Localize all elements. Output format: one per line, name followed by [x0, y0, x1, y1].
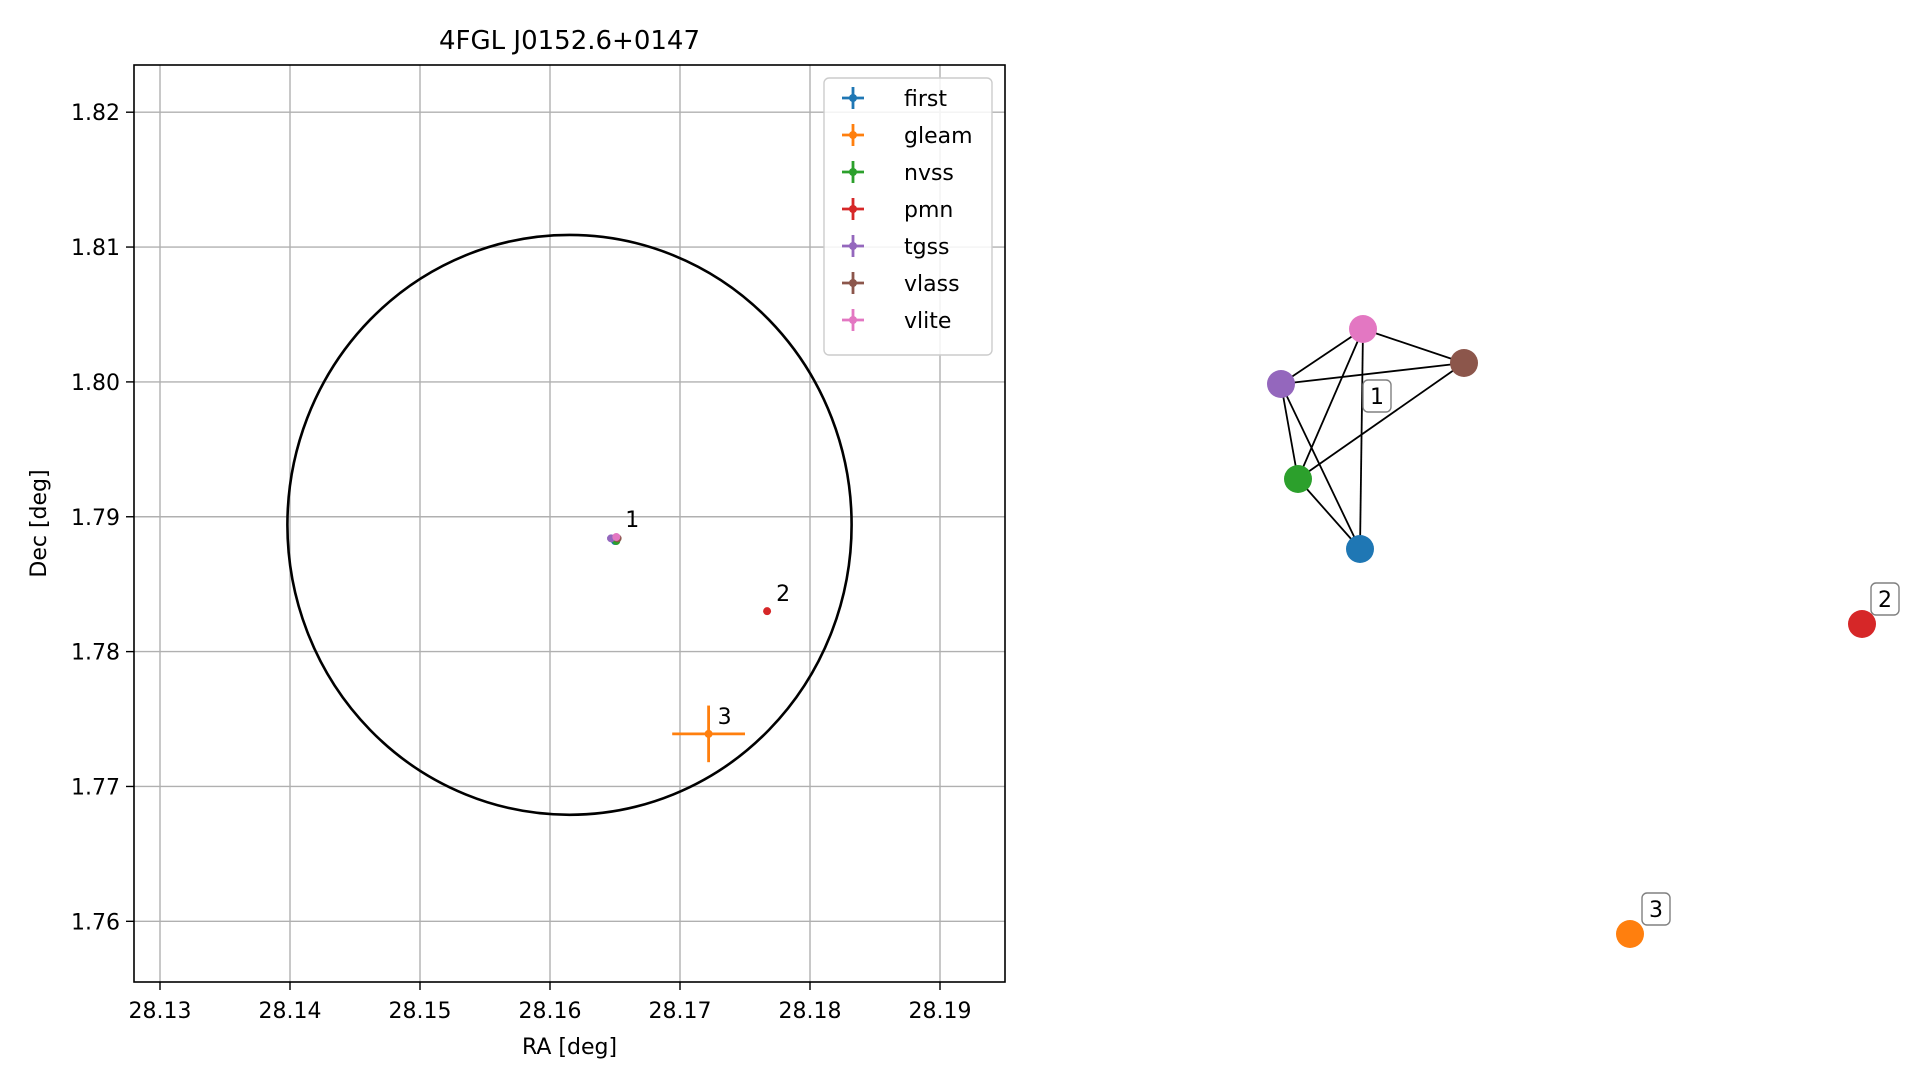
y-tick-label: 1.77	[71, 775, 120, 800]
legend-label: gleam	[904, 124, 973, 149]
y-tick-label: 1.76	[71, 910, 120, 935]
group-label-2: 2	[1870, 582, 1900, 616]
y-tick-label: 1.81	[71, 236, 120, 261]
edge-nvss-first	[1297, 478, 1361, 550]
edge-tgss-first	[1280, 383, 1361, 550]
edge-vlass-nvss	[1297, 362, 1465, 480]
group-label-text: 3	[1649, 898, 1663, 923]
legend-entry-pmn: pmn	[842, 198, 953, 223]
x-tick-label: 28.18	[779, 999, 842, 1024]
edge-vlite-vlass	[1362, 328, 1465, 364]
legend-entry-tgss: tgss	[842, 235, 950, 260]
plot-frame	[133, 64, 1006, 983]
x-tick-label: 28.14	[259, 999, 322, 1024]
x-tick-label: 28.13	[129, 999, 192, 1024]
network-edges	[1280, 328, 1465, 550]
node-first	[1346, 535, 1374, 563]
association-network: 1 2 3	[1267, 315, 1900, 948]
legend-entry-vlass: vlass	[842, 272, 960, 297]
edge-vlite-tgss	[1280, 328, 1364, 385]
error-ellipse	[286, 233, 853, 817]
x-axis-ticks: 28.13 28.14 28.15 28.16 28.17 28.18 28.19	[129, 982, 972, 1024]
legend-box	[823, 77, 993, 356]
point-vlite	[612, 532, 621, 541]
legend-label: vlite	[904, 309, 951, 334]
point-annotations: 1 2 3	[625, 508, 790, 730]
marker	[612, 532, 621, 541]
x-tick-label: 28.16	[519, 999, 582, 1024]
legend-label: tgss	[904, 235, 950, 260]
marker	[704, 729, 713, 738]
marker	[763, 607, 772, 616]
network-nodes	[1267, 315, 1876, 948]
y-tick-label: 1.82	[71, 101, 120, 126]
legend-label: first	[904, 87, 947, 112]
legend-label: pmn	[904, 198, 953, 223]
edge-tgss-nvss	[1280, 383, 1299, 480]
legend-label: vlass	[904, 272, 960, 297]
legend-marker-dot	[849, 316, 857, 324]
x-tick-label: 28.17	[649, 999, 712, 1024]
legend-entry-gleam: gleam	[842, 124, 973, 149]
node-pmn	[1848, 610, 1876, 638]
group-label-3: 3	[1641, 892, 1671, 926]
legend-label: nvss	[904, 161, 954, 186]
x-axis-label: RA [deg]	[522, 1035, 617, 1060]
annotation-2: 2	[776, 582, 790, 607]
node-gleam	[1616, 920, 1644, 948]
legend-marker-dot	[849, 168, 857, 176]
annotation-1: 1	[625, 508, 639, 533]
node-nvss	[1284, 465, 1312, 493]
edge-vlite-first	[1359, 328, 1364, 550]
edge-tgss-vlass	[1280, 362, 1465, 385]
y-tick-label: 1.80	[71, 371, 120, 396]
error-ellipse-layer	[286, 233, 853, 817]
group-label-box	[1362, 379, 1392, 413]
chart-title: 4FGL J0152.6+0147	[439, 26, 700, 56]
legend-entry-first: first	[842, 87, 947, 112]
legend-entry-vlite: vlite	[842, 309, 951, 334]
y-axis-ticks: 1.76 1.77 1.78 1.79 1.80 1.81 1.82	[71, 101, 134, 935]
annotation-3: 3	[718, 705, 732, 730]
legend-entry-nvss: nvss	[842, 161, 954, 186]
y-tick-label: 1.78	[71, 641, 120, 666]
group-label-1: 1	[1362, 379, 1392, 413]
sky-plot: 123 28.13 28.14 28.15 28.16 28.17 28.18 28.19 …	[27, 26, 1006, 1060]
x-tick-label: 28.15	[389, 999, 452, 1024]
legend-marker-dot	[849, 279, 857, 287]
legend-marker-dot	[849, 94, 857, 102]
node-vlass	[1450, 349, 1478, 377]
network-group-labels: 1 2 3	[1362, 379, 1900, 926]
group-label-text: 2	[1878, 588, 1892, 613]
edge-vlite-nvss	[1297, 328, 1364, 480]
legend-marker-dot	[849, 131, 857, 139]
legend-marker-dot	[849, 242, 857, 250]
point-gleam	[672, 705, 745, 763]
legend-marker-dot	[849, 205, 857, 213]
y-axis-label: Dec [deg]	[27, 469, 52, 577]
point-pmn	[763, 607, 772, 616]
y-tick-label: 1.79	[71, 506, 120, 531]
group-label-text: 1	[1370, 385, 1384, 410]
group-label-box	[1641, 892, 1671, 926]
data-points	[607, 532, 772, 763]
group-label-box	[1870, 582, 1900, 616]
legend: first gleam nvss pmn tgss vlass vlite	[823, 77, 993, 356]
node-vlite	[1349, 315, 1377, 343]
node-tgss	[1267, 370, 1295, 398]
x-tick-label: 28.19	[909, 999, 972, 1024]
